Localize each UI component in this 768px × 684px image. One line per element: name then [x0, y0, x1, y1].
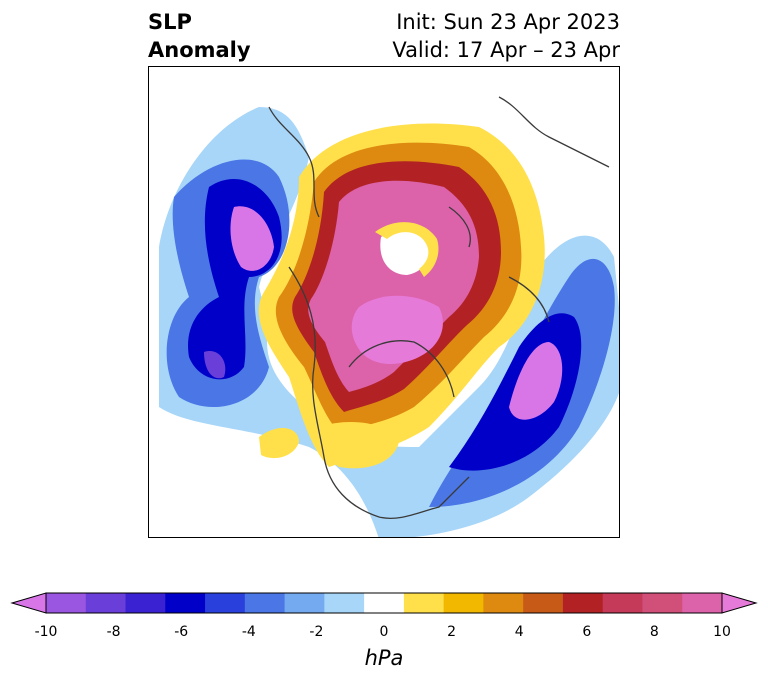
- neutral-pole-ring: [375, 222, 439, 277]
- colorbar-cell: [125, 593, 166, 613]
- colorbar-tick-label: 10: [713, 624, 731, 640]
- colorbar-cell: [642, 593, 683, 613]
- colorbar-tick-label: 4: [514, 624, 524, 640]
- colorbar-tick-label: 6: [582, 624, 592, 640]
- colorbar-extend-right: [721, 592, 758, 614]
- map-title: SLP Anomaly: [148, 8, 251, 64]
- pacific-low-core: [230, 206, 274, 271]
- colorbar-tick-label: -10: [34, 624, 58, 640]
- colorbar-cell: [85, 593, 127, 613]
- colorbar-cell: [244, 593, 286, 613]
- colorbar-cell: [205, 593, 246, 613]
- coastlines: [268, 96, 610, 519]
- colorbar-tick-label: -2: [309, 624, 324, 640]
- colorbar-tick-label: 2: [447, 624, 457, 640]
- colorbar-cell: [443, 593, 484, 613]
- colorbar-cell: [403, 593, 445, 613]
- colorbar-tick-label: 8: [649, 624, 659, 640]
- colorbar-cell: [602, 593, 643, 613]
- colorbar-extend-left: [10, 592, 47, 614]
- colorbar-cell: [324, 593, 365, 613]
- colorbar-cell: [682, 593, 723, 613]
- colorbar-tick-label: 0: [379, 624, 389, 640]
- positive-anomaly-rose: [308, 180, 479, 392]
- pacific-low-core2: [204, 351, 226, 379]
- colorbar-cell: [562, 593, 604, 613]
- colorbar: [10, 592, 758, 614]
- colorbar-outline: [45, 592, 723, 614]
- map-dates: Init: Sun 23 Apr 2023 Valid: 17 Apr – 23…: [392, 8, 620, 64]
- anomaly-field: [159, 96, 619, 537]
- colorbar-tick-label: -4: [241, 624, 256, 640]
- init-date: Init: Sun 23 Apr 2023: [396, 10, 620, 34]
- colorbar-cell: [46, 593, 87, 613]
- colorbar-tick-label: -8: [106, 624, 121, 640]
- us-positive-blob2: [318, 422, 399, 469]
- colorbar-cell: [483, 593, 524, 613]
- colorbar-unit: hPa: [364, 646, 404, 670]
- title-line1: SLP: [148, 10, 192, 34]
- neutral-pole-area: [380, 229, 431, 275]
- colorbar-cell: [165, 593, 206, 613]
- colorbar-cell: [364, 593, 405, 613]
- colorbar-cell: [284, 593, 325, 613]
- polar-map: [148, 66, 620, 538]
- colorbar-cell: [523, 593, 564, 613]
- valid-range: Valid: 17 Apr – 23 Apr: [392, 38, 620, 62]
- us-positive-blob: [259, 427, 299, 459]
- colorbar-tick-label: -6: [174, 624, 189, 640]
- title-line2: Anomaly: [148, 38, 251, 62]
- atlantic-low-core: [509, 342, 563, 420]
